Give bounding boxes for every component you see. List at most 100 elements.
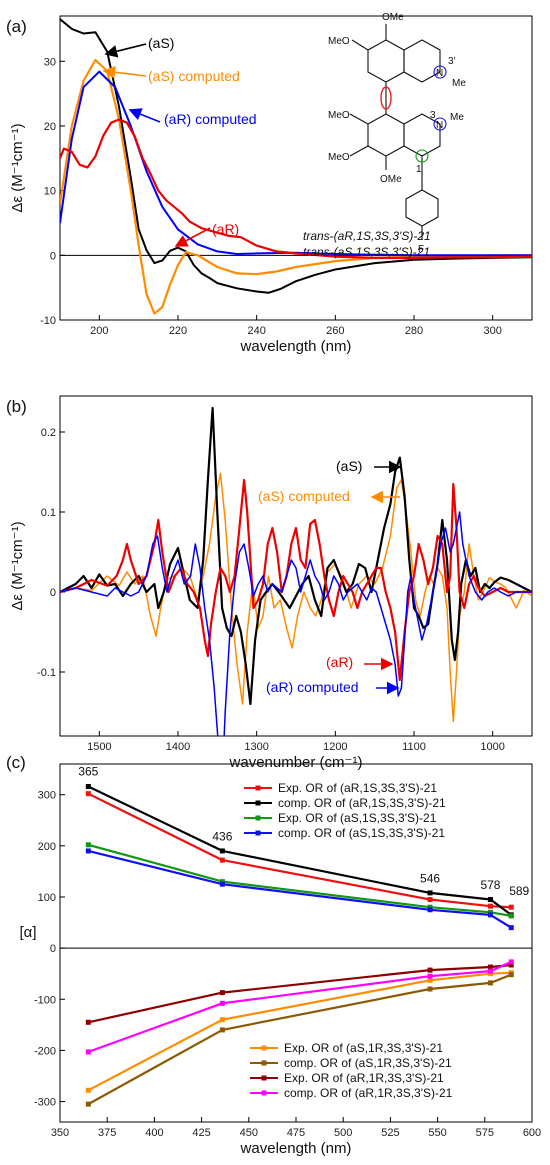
series-marker-3: [427, 907, 433, 913]
x-tick-label: 260: [326, 325, 344, 337]
y-axis-label: [α]: [19, 924, 36, 941]
y-axis-label: Δε (M⁻¹cm⁻¹): [9, 521, 26, 610]
annotation-arrow: [102, 65, 147, 79]
series-marker-6: [219, 990, 225, 996]
y-tick-label: -200: [34, 1045, 56, 1057]
molecule-structure: [349, 24, 447, 240]
series-line-7: [87, 960, 512, 1053]
series-marker-1: [219, 848, 225, 854]
molecule-atom-label: Me: [450, 112, 464, 123]
series-marker-3: [508, 925, 514, 931]
molecule-caption-2: trans-(aS,1S,3S,3'S)-21: [303, 245, 430, 259]
series-marker-1: [85, 784, 91, 790]
y-axis-label: Δε (M⁻¹cm⁻¹): [9, 123, 26, 212]
x-tick-label: 1000: [480, 741, 504, 753]
legend-swatch-marker: [255, 830, 261, 836]
series-marker-4: [427, 977, 433, 983]
series-marker-5: [508, 972, 514, 978]
x-tick-label: 475: [287, 1127, 305, 1139]
series-marker-0: [85, 791, 91, 797]
series-line-2: [88, 843, 512, 917]
molecule-caption-1: trans-(aR,1S,3S,3'S)-21: [303, 229, 431, 243]
series-marker-2: [219, 879, 225, 885]
series-marker-0: [487, 903, 493, 909]
series-marker-1: [427, 890, 433, 896]
y-tick-label: 100: [38, 892, 56, 904]
series-line-0: [60, 18, 532, 294]
series-marker-4: [85, 1087, 91, 1093]
molecule-atom-label: OMe: [382, 12, 404, 23]
x-tick-label: 200: [90, 325, 108, 337]
x-tick-label: 220: [169, 325, 187, 337]
panel-c: (c) 350 375 400 425 450 475 500 525 550 575 600 -30…: [6, 753, 541, 1157]
annotation-label: (aR) computed: [164, 111, 257, 127]
legend-entry: Exp. OR of (aR,1R,3S,3'S)-21: [284, 1071, 444, 1085]
y-tick-label: 300: [38, 790, 56, 802]
series-marker-6: [487, 964, 493, 970]
series-marker-2: [487, 909, 493, 915]
series-marker-6: [427, 967, 433, 973]
series-marker-7: [85, 1049, 91, 1055]
panel-c-plot: 350 375 400 425 450 475 500 525 550 575 600 -300 -20…: [19, 763, 541, 1157]
series-marker-0: [219, 857, 225, 863]
molecule-atom-label: N: [436, 68, 443, 79]
x-tick-label: 1100: [402, 741, 426, 753]
series-marker-5: [85, 1101, 91, 1107]
x-tick-label: 1300: [244, 741, 268, 753]
annotation-arrow: [128, 108, 161, 123]
molecule-atom-label: MeO: [328, 36, 350, 47]
series-line-3: [60, 118, 532, 259]
series-marker-7: [487, 968, 493, 974]
y-tick-label: 0.1: [41, 507, 56, 519]
legend-entry: Exp. OR of (aR,1S,3S,3'S)-21: [278, 781, 437, 795]
panel-b-label: (b): [6, 397, 27, 416]
annotation-label: (aS) computed: [258, 488, 350, 504]
x-tick-label: 1200: [323, 741, 347, 753]
legend-swatch-marker: [255, 815, 261, 821]
x-tick-label: 575: [476, 1127, 494, 1139]
x-tick-label: 280: [405, 325, 423, 337]
x-tick-label: 240: [247, 325, 265, 337]
y-tick-label: -0.1: [37, 667, 56, 679]
legend-swatch-marker: [261, 1045, 267, 1051]
x-tick-label: 300: [483, 325, 501, 337]
annotation-label: (aS): [148, 35, 174, 51]
panel-c-label: (c): [6, 753, 26, 772]
y-tick-label: 0: [50, 250, 56, 262]
molecule-atom-label: MeO: [328, 110, 350, 121]
legend-swatch-marker: [255, 800, 261, 806]
y-tick-label: 0.2: [41, 427, 56, 439]
series-marker-2: [508, 913, 514, 919]
x-tick-label: 500: [334, 1127, 352, 1139]
y-tick-label: 10: [44, 186, 56, 198]
x-tick-label: 1500: [87, 741, 111, 753]
series-marker-0: [508, 904, 514, 910]
y-tick-label: -300: [34, 1097, 56, 1109]
annotation-arrow: [174, 227, 211, 247]
panel-b: (b) 1500 1400 1300 1200 1100 1000 -0.1 0 0.1 0.2 w…: [6, 395, 533, 771]
y-tick-label: 0: [50, 943, 56, 955]
y-tick-label: -10: [40, 315, 56, 327]
series-marker-6: [85, 1019, 91, 1025]
panel-a: (a) 200 220 240 260 280 300 -10 0 10 20 30 waveleng…: [6, 12, 533, 355]
x-axis-label: wavenumber (cm⁻¹): [229, 754, 363, 771]
series-marker-7: [508, 959, 514, 965]
legend-entry: comp. OR of (aS,1R,3S,3'S)-21: [284, 1056, 452, 1070]
legend-swatch-marker: [261, 1075, 267, 1081]
legend-swatch-marker: [261, 1090, 267, 1096]
series-marker-2: [427, 904, 433, 910]
wavelength-point-label: 578: [480, 878, 500, 892]
panel-a-plot: 200 220 240 260 280 300 -10 0 10 20 30 wavelength (…: [9, 15, 533, 355]
series-marker-2: [85, 842, 91, 848]
series-marker-3: [487, 912, 493, 918]
wavelength-point-label: 436: [212, 830, 232, 844]
legend-swatch-marker: [261, 1060, 267, 1066]
series-marker-5: [219, 1027, 225, 1033]
y-tick-label: 20: [44, 121, 56, 133]
wavelength-point-label: 546: [420, 872, 440, 886]
legend-entry: comp. OR of (aS,1S,3S,3'S)-21: [278, 826, 445, 840]
series-marker-0: [427, 897, 433, 903]
series-marker-1: [487, 897, 493, 903]
y-tick-label: 30: [44, 56, 56, 68]
